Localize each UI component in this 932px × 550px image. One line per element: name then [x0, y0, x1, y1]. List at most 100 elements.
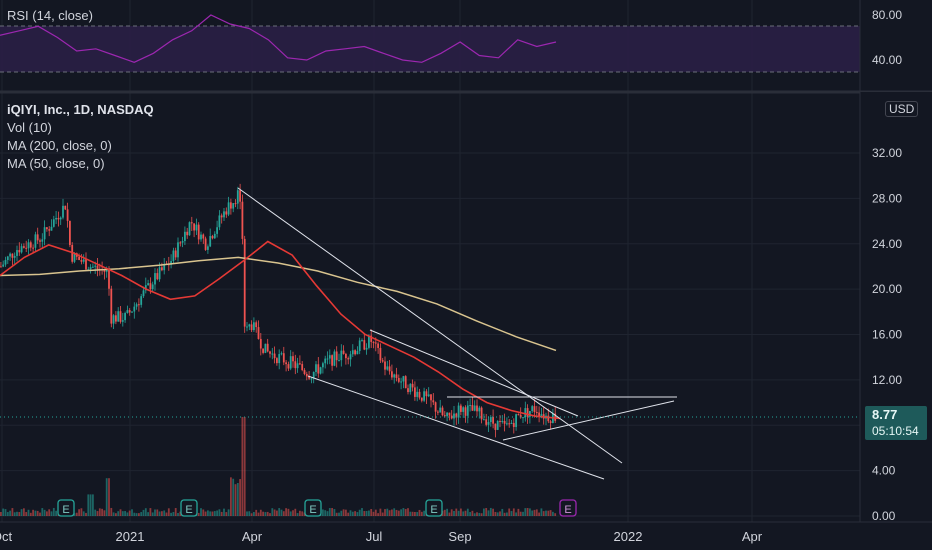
- volume-bar: [167, 508, 170, 516]
- candle-body: [184, 231, 186, 242]
- candle-body: [529, 411, 531, 417]
- candle-body: [363, 340, 366, 350]
- candle-body: [512, 422, 515, 427]
- vol-legend[interactable]: Vol (10): [7, 120, 52, 135]
- earnings-marker[interactable]: E: [559, 499, 577, 517]
- volume-bar: [278, 508, 281, 516]
- candle-body: [119, 311, 122, 322]
- candle-body: [41, 239, 44, 242]
- candle-body: [48, 229, 51, 231]
- candle-body: [494, 423, 497, 430]
- volume-bar: [20, 509, 23, 516]
- volume-bar: [9, 510, 11, 516]
- volume-bar: [386, 508, 389, 516]
- candle-body: [188, 222, 191, 236]
- earnings-marker[interactable]: E: [57, 499, 75, 517]
- candle-body: [225, 211, 228, 215]
- price-tick: 24.00: [872, 237, 902, 251]
- candle-body: [388, 366, 391, 372]
- candle-body: [110, 288, 113, 324]
- volume-bar: [285, 508, 287, 516]
- candle-body: [450, 415, 453, 419]
- symbol-title[interactable]: iQIYI, Inc., 1D, NASDAQ: [7, 102, 154, 117]
- price-axis[interactable]: [860, 92, 932, 522]
- candle-body: [370, 335, 373, 342]
- trendline-support[interactable]: [502, 400, 675, 441]
- trendline-upper-1[interactable]: [237, 187, 623, 464]
- candle-body: [425, 391, 428, 397]
- candle-body: [124, 312, 126, 321]
- volume-bar: [533, 509, 536, 516]
- currency-button[interactable]: USD: [885, 101, 919, 117]
- candle-body: [533, 406, 536, 412]
- earnings-marker[interactable]: E: [304, 499, 322, 517]
- volume-bar: [374, 509, 377, 516]
- trendline-upper-2[interactable]: [369, 329, 579, 417]
- candle-body: [223, 211, 225, 218]
- volume-bar: [464, 510, 467, 516]
- volume-bar: [126, 512, 129, 516]
- candle-body: [195, 224, 198, 231]
- candle-body: [443, 415, 446, 417]
- volume-bar: [292, 510, 294, 516]
- candle-body: [236, 190, 239, 204]
- candle-body: [478, 407, 481, 412]
- candle-body: [312, 371, 315, 379]
- candle-body: [439, 407, 442, 413]
- volume-bar: [324, 510, 327, 516]
- candle-body: [441, 407, 444, 416]
- candle-body: [434, 402, 437, 412]
- volume-bar: [443, 509, 446, 516]
- candle-body: [232, 203, 235, 209]
- volume-bar: [96, 511, 99, 516]
- ma200-legend[interactable]: MA (200, close, 0): [7, 138, 112, 153]
- candle-body: [393, 374, 396, 378]
- volume-bar: [411, 511, 414, 516]
- candle-body: [508, 423, 511, 425]
- volume-bar: [503, 512, 506, 516]
- candle-body: [404, 376, 407, 389]
- candle-body: [87, 269, 90, 271]
- volume-bar: [499, 511, 501, 516]
- candle-body: [248, 324, 251, 327]
- earnings-marker[interactable]: E: [425, 499, 443, 517]
- ma50-legend[interactable]: MA (50, close, 0): [7, 156, 105, 171]
- candle-body: [296, 363, 299, 369]
- candle-body: [213, 233, 216, 239]
- candle-body: [305, 373, 308, 377]
- candle-body: [149, 283, 152, 290]
- candle-body: [138, 304, 140, 306]
- candle-body: [328, 355, 331, 359]
- volume-bar: [340, 510, 343, 516]
- trendlines[interactable]: [237, 187, 677, 480]
- candle-body: [374, 342, 377, 344]
- candle-body: [285, 362, 287, 365]
- svg-text:E: E: [309, 504, 316, 516]
- candle-body: [73, 253, 76, 262]
- candle-body: [121, 320, 124, 322]
- candle-body: [303, 370, 306, 374]
- volume-bar: [177, 513, 179, 516]
- candle-body: [62, 205, 64, 218]
- candle-body: [50, 226, 53, 231]
- volume-bar: [80, 508, 83, 516]
- earnings-marker[interactable]: E: [180, 499, 198, 517]
- volume-bar: [345, 509, 347, 516]
- volume-bar: [253, 512, 255, 516]
- volume-bar: [36, 510, 39, 516]
- candle-body: [266, 343, 269, 352]
- volume-bar: [50, 511, 53, 516]
- ma200-line: [0, 256, 557, 352]
- candle-body: [13, 255, 16, 258]
- volume-bar: [165, 512, 168, 516]
- candle-body: [365, 347, 368, 350]
- volume-bar: [211, 511, 214, 516]
- volume-bar: [117, 511, 120, 516]
- candle-body: [64, 205, 67, 210]
- volume-bar: [142, 509, 145, 516]
- trendline-lower[interactable]: [307, 375, 605, 480]
- candle-body: [464, 407, 467, 416]
- rsi-legend[interactable]: RSI (14, close): [7, 8, 93, 23]
